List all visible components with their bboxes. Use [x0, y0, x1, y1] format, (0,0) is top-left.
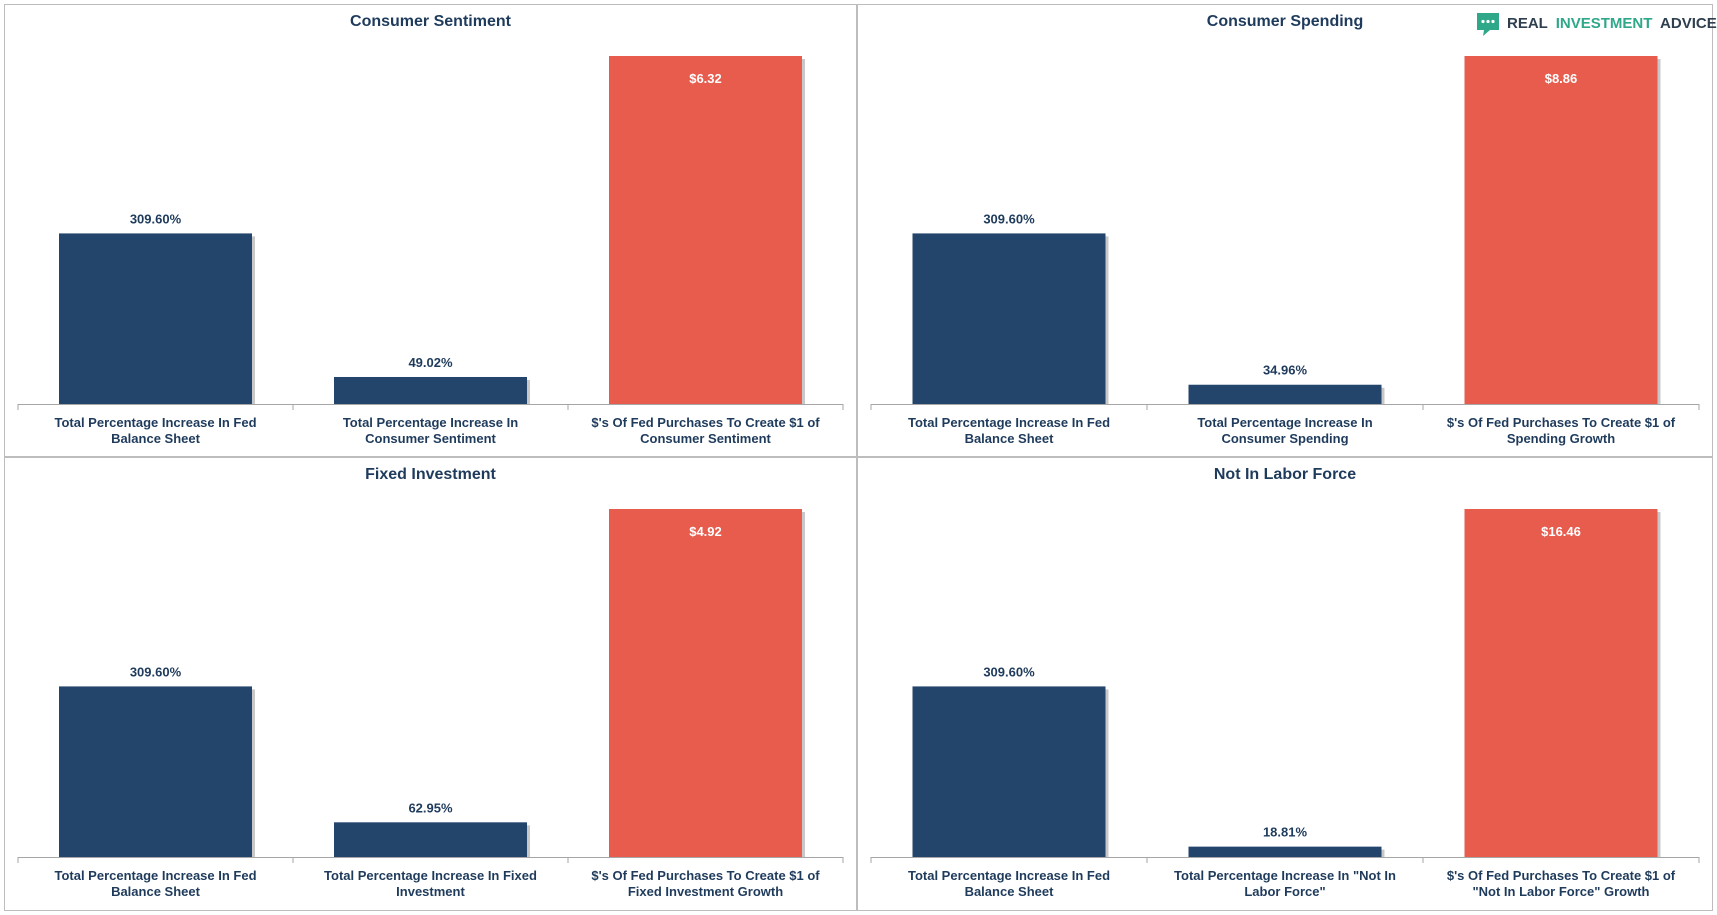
- brand-name-part1: REAL: [1507, 15, 1548, 32]
- category-label: $'s Of Fed Purchases To Create $1 of Spen…: [1447, 415, 1676, 446]
- chart-title: Consumer Sentiment: [350, 13, 512, 30]
- data-label: $16.46: [1541, 524, 1581, 539]
- bar: [1188, 384, 1382, 404]
- bar: [1464, 56, 1658, 404]
- category-label: Total Percentage Increase In Fed Balance …: [54, 868, 256, 899]
- data-label: 309.60%: [130, 664, 182, 679]
- data-label: 309.60%: [130, 211, 182, 226]
- panel-border: [857, 457, 1713, 911]
- data-label: 49.02%: [408, 355, 453, 370]
- panel-border: [4, 4, 857, 457]
- category-label: Total Percentage Increase In Consumer Spe…: [1197, 415, 1372, 446]
- brand-name-part3: ADVICE: [1660, 15, 1717, 32]
- category-label: $'s Of Fed Purchases To Create $1 of "Not…: [1447, 868, 1676, 899]
- data-label: 18.81%: [1263, 825, 1308, 840]
- data-label: 62.95%: [408, 800, 453, 815]
- bar: [609, 56, 802, 404]
- chart-title: Fixed Investment: [365, 466, 496, 483]
- category-label: Total Percentage Increase In Fed Balance …: [908, 415, 1110, 446]
- bar: [1464, 509, 1658, 857]
- category-label: Total Percentage Increase In Fed Balance …: [54, 415, 256, 446]
- panel-border: [857, 4, 1713, 457]
- chart-title: Consumer Spending: [1207, 13, 1363, 30]
- bar: [912, 686, 1106, 857]
- chart-panel: Consumer Spending 309.60% Total Percentage…: [857, 4, 1713, 457]
- bar: [59, 233, 252, 404]
- brand-name: REAL INVESTMENT ADVICE: [1507, 15, 1717, 32]
- category-label: $'s Of Fed Purchases To Create $1 of Cons…: [591, 415, 820, 446]
- speech-bubble-logo-icon: [1477, 13, 1499, 36]
- brand-logo: REAL INVESTMENT ADVICE: [1477, 13, 1717, 36]
- chart-title: Not In Labor Force: [1214, 466, 1356, 483]
- data-label: 309.60%: [983, 664, 1035, 679]
- panel-border: [4, 457, 857, 911]
- chart-panel: Not In Labor Force 309.60% Total Percentag…: [857, 457, 1713, 911]
- category-label: Total Percentage Increase In Fixed Invest…: [324, 868, 537, 899]
- bar: [912, 233, 1106, 404]
- category-label: Total Percentage Increase In Consumer Sen…: [343, 415, 518, 446]
- bar: [334, 376, 527, 404]
- category-label: $'s Of Fed Purchases To Create $1 of Fixe…: [591, 868, 820, 899]
- brand-name-part2: INVESTMENT: [1556, 15, 1653, 32]
- bar: [1188, 846, 1382, 857]
- data-label: $8.86: [1545, 71, 1578, 86]
- category-label: Total Percentage Increase In "Not In Labo…: [1174, 868, 1396, 899]
- bar: [334, 822, 527, 857]
- chart-panel: Consumer Sentiment 309.60% Total Percentag…: [4, 4, 857, 457]
- chart-panel: Fixed Investment 309.60% Total Percentage …: [4, 457, 857, 911]
- data-label: $4.92: [689, 524, 722, 539]
- bar: [609, 509, 802, 857]
- data-label: 34.96%: [1263, 363, 1308, 378]
- bar: [59, 686, 252, 857]
- data-label: $6.32: [689, 71, 722, 86]
- data-label: 309.60%: [983, 211, 1035, 226]
- category-label: Total Percentage Increase In Fed Balance …: [908, 868, 1110, 899]
